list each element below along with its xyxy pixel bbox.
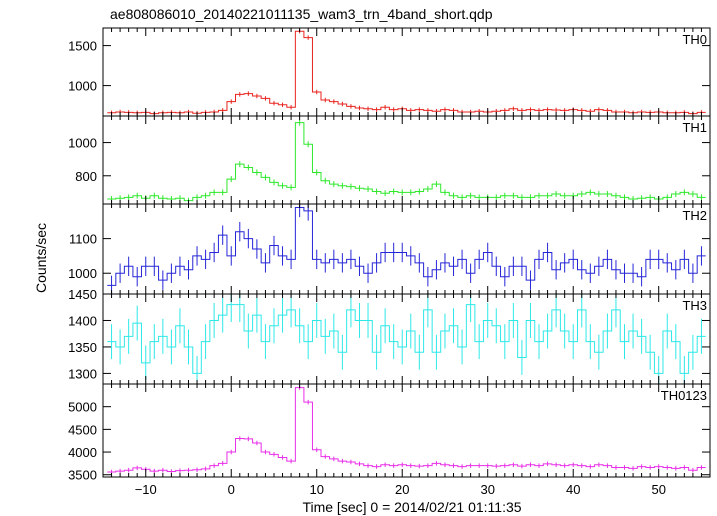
- y-tick-label: 1000: [68, 136, 97, 151]
- error-bars-th0: [111, 28, 702, 116]
- y-tick-label: 1450: [68, 287, 97, 302]
- y-tick-label: 1300: [68, 366, 97, 381]
- y-tick-label: 800: [75, 169, 97, 184]
- y-tick-label: 4500: [68, 422, 97, 437]
- panel-th1: 800 1000 TH1: [68, 115, 711, 205]
- y-tick-label: 1500: [68, 39, 97, 54]
- panel-th2: 1000 1100 TH2: [68, 203, 711, 295]
- x-tick-label: −10: [135, 482, 157, 497]
- series-line-th0: [107, 30, 706, 115]
- series-line-th2: [107, 206, 706, 286]
- y-tick-label: 1350: [68, 340, 97, 355]
- y-tick-label: 1100: [69, 232, 97, 247]
- x-tick-label: 20: [395, 482, 409, 497]
- panel-th0: 1000 1500 TH0: [68, 27, 711, 117]
- panel-frame-th2: [102, 203, 711, 295]
- x-tick-label: 30: [480, 482, 494, 497]
- panel-th3: 1300 1350 1400 1450 TH3: [68, 287, 711, 385]
- y-tick-label: 1400: [68, 313, 97, 328]
- y-tick-label: 3500: [68, 468, 97, 483]
- x-axis-label: Time [sec] 0 = 2014/02/21 01:11:35: [302, 499, 521, 515]
- x-tick-label: 0: [228, 482, 235, 497]
- chart-title: ae808086010_20140221011135_wam3_trn_4ban…: [110, 6, 493, 22]
- x-tick-label: 10: [309, 482, 323, 497]
- x-tick-label: 40: [566, 482, 580, 497]
- y-tick-label: 1000: [68, 79, 97, 94]
- panel-frame-th1: [102, 115, 711, 205]
- panel-label-th0: TH0: [682, 32, 707, 47]
- panel-label-th2: TH2: [682, 208, 707, 223]
- panel-frame-th0: [102, 27, 711, 117]
- y-tick-label: 5000: [68, 400, 97, 415]
- error-bars-th0123: [111, 385, 702, 475]
- error-bars-th1: [111, 119, 702, 204]
- y-axis-label: Counts/sec: [33, 223, 49, 293]
- y-tick-label: 4000: [68, 445, 97, 460]
- panel-frame-th0123: [102, 383, 711, 478]
- panel-th0123: 3500 4000 4500 5000 TH0123: [68, 383, 711, 483]
- error-bars-th2: [111, 204, 702, 294]
- series-line-th1: [107, 122, 706, 202]
- panel-label-th0123: TH0123: [661, 388, 707, 403]
- panel-label-th1: TH1: [682, 120, 707, 135]
- y-tick-label: 1000: [68, 266, 97, 281]
- panel-label-th3: TH3: [682, 298, 707, 313]
- x-tick-label: 50: [651, 482, 665, 497]
- error-bars-th3: [111, 294, 702, 384]
- panels: 1000 1500 TH0 800 1000 TH1 1000 1100 TH2 1300 1350…: [68, 27, 711, 497]
- series-line-th0123: [107, 387, 706, 473]
